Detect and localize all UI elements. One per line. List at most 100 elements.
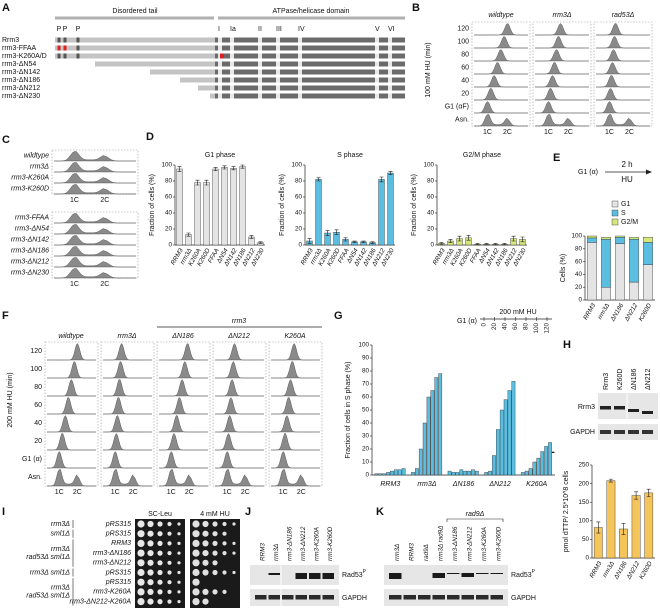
row-label: 20 [34,438,42,445]
bar [532,461,537,476]
axis-label: Fraction of cells (%) [149,174,156,236]
y-tick-label: 200 [578,480,589,487]
genotype-label: rrm3Δ [51,585,70,592]
error-bar [177,166,182,172]
domain-box [258,45,262,51]
arrow-head [646,169,652,175]
bar [548,442,552,476]
motif-box [76,53,80,59]
y-tick-label: 20 [427,226,435,233]
histogram [596,114,650,127]
x-label: 1C [167,489,176,496]
legend-swatch [611,218,619,226]
histogram [215,433,264,451]
row-label: G1 (α) [22,456,42,463]
bar [536,457,541,476]
histogram [47,415,96,433]
bar [606,480,616,559]
bar-segment [587,242,597,301]
motif-box [57,53,61,59]
lane-label: rrm3-ΔN186 [286,526,293,561]
error-bar [596,521,601,534]
blot [384,565,508,585]
x-label: 1C [70,281,79,288]
error-bar [484,243,489,246]
genotype-label: rrm3Δ [51,521,70,528]
bar [434,377,439,476]
bar [411,472,415,476]
spot [157,599,163,605]
spot [157,540,163,547]
spot [212,550,218,556]
annotation: G1 (α) [578,169,598,176]
spot [202,530,209,537]
domain-box [218,77,222,83]
histogram [215,451,264,469]
domain-box [258,37,262,43]
row-label: 20 [461,90,469,97]
domain-box [218,85,222,91]
histogram [215,415,264,433]
bar [484,472,489,476]
chart-title: G1 phase [205,152,235,159]
error-bar [258,241,263,244]
band-label-sup: P [363,569,367,575]
column-label: K260A [284,333,305,340]
genotype-label: sml1Δ [51,531,71,538]
band [447,595,460,600]
row-label: Asn. [28,474,42,481]
x-tick-label: ΔN186 [452,481,475,488]
x-label: 2C [129,489,138,496]
spot [232,522,236,526]
band [490,595,503,600]
domain-box [298,69,302,75]
plasmid-label: rrm3-ΔN186 [93,550,131,557]
domain-box [375,77,379,83]
band [476,595,489,600]
lane-label: K260D [617,369,624,390]
band [642,430,653,434]
domain-box [218,61,222,67]
error-bar [352,240,357,243]
lane-label: rrm3-K260A [313,527,320,561]
histogram [159,343,208,361]
spot [192,568,200,577]
spot [212,540,218,547]
domain-box [230,53,234,59]
spot [212,521,218,527]
bar-segment [587,235,597,239]
row-label: rrm3-ΔN230 [11,269,49,276]
x-label: 1C [544,129,553,136]
error-bar [343,237,348,242]
histogram [54,235,136,246]
construct-label: rrm3-ΔN54 [2,61,36,68]
domain-box [388,61,392,67]
band [418,595,431,600]
panel-letter: D [146,131,154,143]
domain-box [230,37,234,43]
tail-bar [198,85,215,91]
spot [212,560,218,566]
domain-label: IV [298,26,305,33]
x-tick-label: K260D [638,560,654,581]
row-label: wildtype [24,152,49,159]
axis-label: Cells (%) [560,254,567,282]
plasmid-label: rrm3-K260A [93,589,131,596]
bar [239,166,246,246]
domain-box [230,77,234,83]
band [282,595,294,600]
axis-label: pmol dTTP/ 2.5*10^8 cells [563,470,570,552]
row-label: 40 [34,420,42,427]
spot [177,522,181,526]
tail-bar [180,77,215,83]
bar [194,182,201,246]
error-bar [621,523,626,535]
scheme-label: 60 [512,323,519,331]
y-tick-label: 0 [585,555,589,562]
bar-segment [601,237,611,240]
bar [631,495,641,559]
band [432,595,445,600]
band [461,595,474,600]
error-bar [457,235,462,242]
histogram [159,415,208,433]
